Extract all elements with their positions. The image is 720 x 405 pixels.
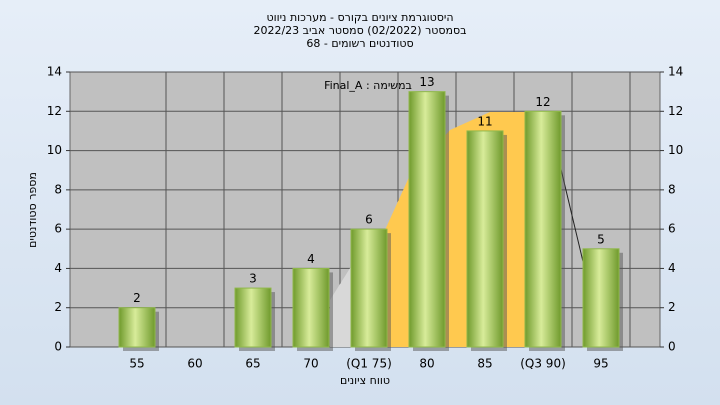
value-label: 4 [307,252,315,266]
y-tick-label-right: 8 [668,182,676,196]
y-tick-label: 4 [54,261,62,275]
y-tick-label: 10 [47,143,62,157]
x-tick-label: 65 [245,357,260,371]
y-tick-label: 12 [47,104,62,118]
value-label: 12 [535,95,550,109]
x-axis-title: טווח ציונים [340,374,390,387]
y-tick-label-right: 4 [668,261,676,275]
chart-title: היסטוגרמת ציונים בקורס - מערכות ניווט [266,11,453,24]
y-tick-label-right: 2 [668,300,676,314]
x-tick-label: 95 [593,357,608,371]
y-tick-label: 6 [54,222,62,236]
x-tick-label: 70 [303,357,318,371]
y-tick-label: 14 [47,65,62,79]
y-tick-label: 0 [54,340,62,354]
chart-subtitle: סטודנטים רשומים - 68 [306,37,413,50]
bar [582,248,620,348]
bar [292,267,330,348]
value-label: 3 [249,272,257,286]
bar [524,110,562,348]
value-label: 11 [477,114,492,128]
value-label: 2 [133,291,141,305]
x-tick-label: 60 [187,357,202,371]
bar [466,130,504,348]
y-tick-label: 2 [54,300,62,314]
y-tick-label-right: 14 [668,65,683,79]
y-tick-label-right: 12 [668,104,683,118]
y-tick-label: 8 [54,182,62,196]
bar [234,287,272,348]
y-tick-label-right: 6 [668,222,676,236]
lower-quartile-area [330,265,352,347]
bar [408,91,446,348]
value-label: 6 [365,213,373,227]
x-tick-label: 80 [419,357,434,371]
x-tick-label: (Q3 90) [520,357,566,371]
y-tick-label-right: 10 [668,143,683,157]
bar [118,307,156,348]
interquartile-area [352,112,560,347]
value-label: 5 [597,232,605,246]
x-tick-label: 55 [129,357,144,371]
value-label: 13 [419,75,434,89]
annotation: Final_A : במשימה [324,79,412,92]
y-axis-title: מספר סטודנטים [26,172,39,248]
y-tick-label-right: 0 [668,340,676,354]
x-tick-label: 85 [477,357,492,371]
bar [350,228,388,348]
x-tick-label: (Q1 75) [346,357,392,371]
chart-subtitle: בסמסטר (02/2022) סמסטר אביב 2022/23 [253,24,466,37]
